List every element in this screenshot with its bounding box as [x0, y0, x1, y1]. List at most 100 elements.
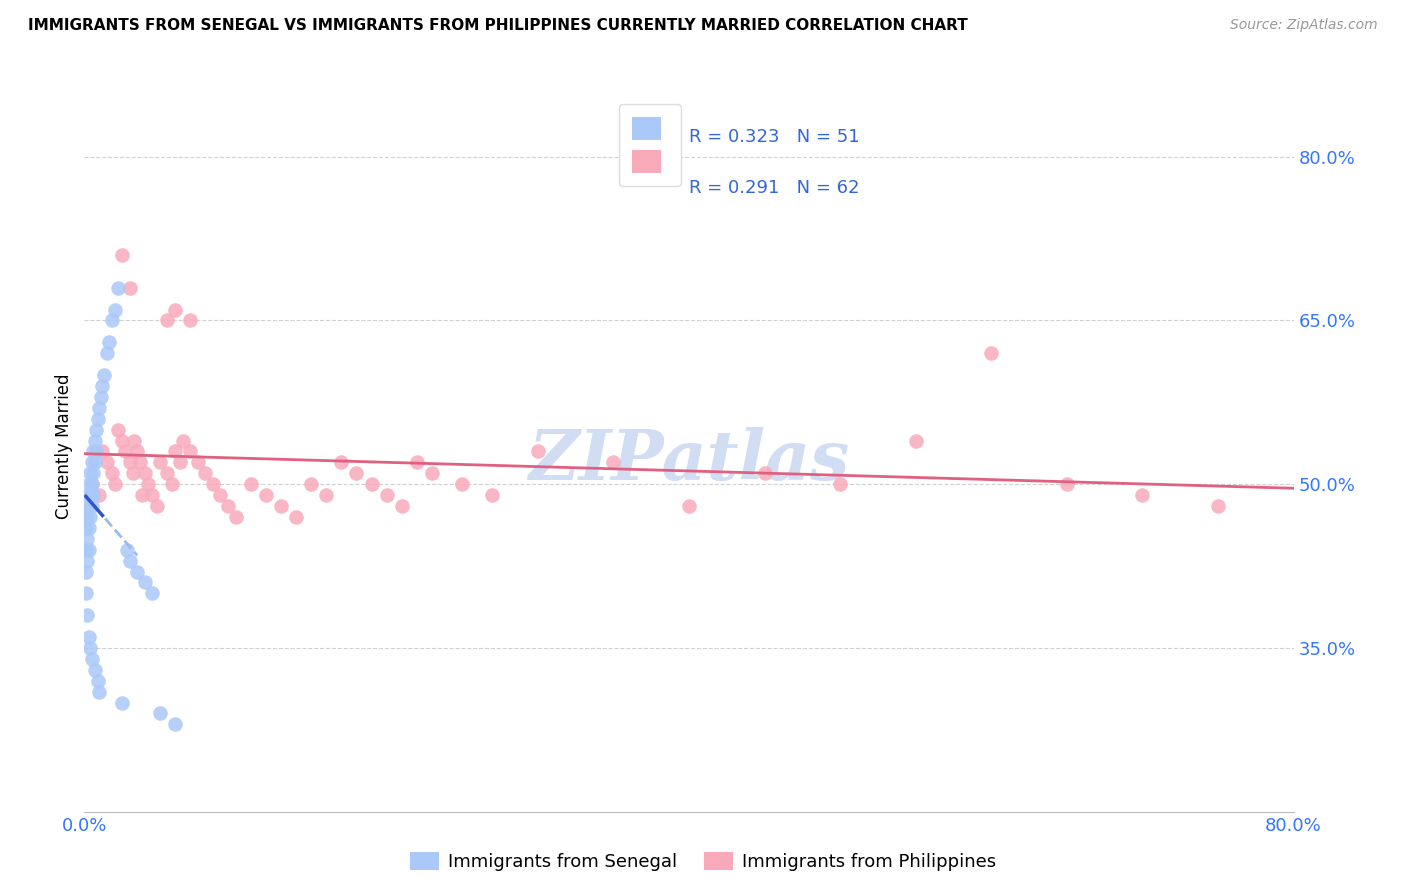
- Point: [82, 467, 104, 481]
- Point: [527, 444, 550, 458]
- Point: [420, 467, 443, 481]
- Point: [107, 281, 129, 295]
- Text: IMMIGRANTS FROM SENEGAL VS IMMIGRANTS FROM PHILIPPINES CURRENTLY MARRIED CORRELA: IMMIGRANTS FROM SENEGAL VS IMMIGRANTS FR…: [28, 18, 967, 33]
- Text: ZIPatlas: ZIPatlas: [529, 427, 849, 494]
- Point: [82, 488, 104, 502]
- Point: [75, 521, 97, 535]
- Point: [1056, 477, 1078, 491]
- Point: [84, 455, 107, 469]
- Point: [118, 554, 141, 568]
- Point: [76, 510, 98, 524]
- Point: [75, 499, 97, 513]
- Point: [1206, 499, 1229, 513]
- Point: [127, 565, 149, 579]
- Point: [122, 434, 145, 448]
- Point: [80, 652, 103, 666]
- Point: [79, 488, 101, 502]
- Point: [84, 434, 107, 448]
- Point: [904, 434, 927, 448]
- Point: [77, 477, 100, 491]
- Point: [149, 706, 172, 721]
- Point: [97, 335, 120, 350]
- Point: [134, 575, 156, 590]
- Point: [451, 477, 474, 491]
- Point: [149, 455, 172, 469]
- Point: [141, 488, 163, 502]
- Point: [217, 499, 239, 513]
- Point: [107, 423, 129, 437]
- Point: [80, 499, 103, 513]
- Point: [172, 434, 194, 448]
- Point: [91, 444, 114, 458]
- Point: [270, 499, 292, 513]
- Point: [239, 477, 262, 491]
- Point: [91, 379, 114, 393]
- Point: [481, 488, 503, 502]
- Point: [86, 444, 108, 458]
- Point: [77, 521, 100, 535]
- Point: [76, 554, 98, 568]
- Point: [136, 477, 159, 491]
- Point: [602, 455, 624, 469]
- Point: [82, 444, 104, 458]
- Point: [111, 248, 134, 262]
- Point: [80, 455, 103, 469]
- Point: [96, 455, 118, 469]
- Point: [87, 411, 110, 425]
- Point: [121, 467, 143, 481]
- Point: [96, 346, 118, 360]
- Point: [179, 313, 201, 327]
- Point: [980, 346, 1002, 360]
- Point: [1130, 488, 1153, 502]
- Point: [360, 477, 382, 491]
- Point: [75, 586, 97, 600]
- Point: [179, 444, 201, 458]
- Point: [346, 467, 368, 481]
- Text: R = 0.291   N = 62: R = 0.291 N = 62: [689, 179, 859, 197]
- Point: [406, 455, 429, 469]
- Point: [830, 477, 852, 491]
- Point: [146, 499, 169, 513]
- Point: [89, 684, 111, 698]
- Point: [100, 313, 122, 327]
- Point: [330, 455, 353, 469]
- Point: [104, 477, 127, 491]
- Point: [114, 444, 136, 458]
- Point: [84, 663, 107, 677]
- Point: [141, 586, 163, 600]
- Point: [375, 488, 398, 502]
- Point: [299, 477, 322, 491]
- Point: [80, 477, 103, 491]
- Point: [315, 488, 337, 502]
- Point: [77, 630, 100, 644]
- Point: [79, 640, 101, 655]
- Point: [75, 565, 97, 579]
- Point: [134, 467, 156, 481]
- Point: [165, 302, 187, 317]
- Point: [118, 281, 141, 295]
- Point: [79, 467, 101, 481]
- Point: [76, 608, 98, 623]
- Point: [111, 696, 134, 710]
- Point: [156, 313, 179, 327]
- Text: R = 0.323   N = 51: R = 0.323 N = 51: [689, 128, 859, 145]
- Point: [89, 401, 111, 415]
- Text: Source: ZipAtlas.com: Source: ZipAtlas.com: [1230, 18, 1378, 32]
- Point: [194, 467, 217, 481]
- Point: [93, 368, 115, 382]
- Point: [100, 467, 122, 481]
- Point: [160, 477, 183, 491]
- Point: [89, 488, 111, 502]
- Point: [80, 477, 103, 491]
- Point: [285, 510, 308, 524]
- Point: [77, 542, 100, 557]
- Point: [76, 532, 98, 546]
- Point: [678, 499, 700, 513]
- Point: [129, 455, 152, 469]
- Point: [104, 302, 127, 317]
- Y-axis label: Currently Married: Currently Married: [55, 373, 73, 519]
- Point: [169, 455, 191, 469]
- Point: [156, 467, 179, 481]
- Legend: , : ,: [620, 104, 681, 186]
- Point: [76, 488, 98, 502]
